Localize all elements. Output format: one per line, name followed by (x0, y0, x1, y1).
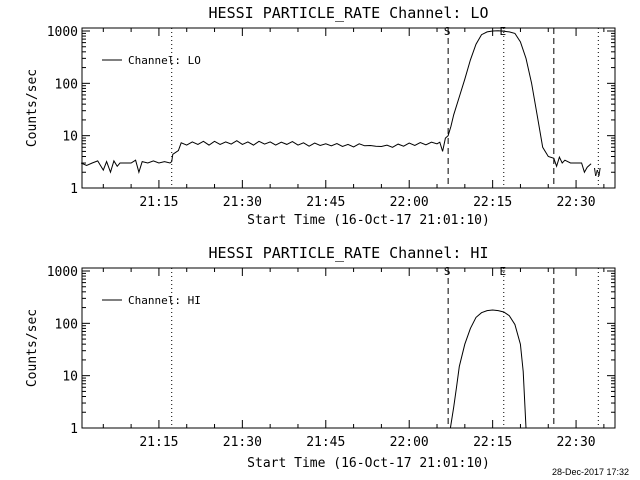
legend-label: Channel: LO (128, 54, 201, 67)
marker-label-e: E (499, 265, 506, 278)
y-tick-label: 10 (62, 130, 78, 145)
x-tick-label: 22:00 (390, 195, 429, 210)
chart-title: HESSI PARTICLE_RATE Channel: LO (209, 4, 489, 22)
x-tick-label: 22:15 (473, 435, 512, 450)
legend-label: Channel: HI (128, 294, 201, 307)
x-axis-label: Start Time (16-Oct-17 21:01:10) (247, 456, 490, 471)
x-tick-label: 21:30 (223, 435, 262, 450)
y-tick-label: 1 (70, 422, 78, 437)
y-tick-label: 1000 (47, 265, 78, 280)
series-line-hi (449, 309, 527, 429)
y-tick-label: 100 (55, 317, 78, 332)
timestamp: 28-Dec-2017 17:32 (552, 467, 630, 477)
x-tick-label: 21:15 (139, 435, 178, 450)
x-tick-label: 21:30 (223, 195, 262, 210)
x-tick-label: 22:15 (473, 195, 512, 210)
series-line-lo (80, 30, 592, 174)
x-axis-label: Start Time (16-Oct-17 21:01:10) (247, 213, 490, 228)
chart-panel-hi: HESSI PARTICLE_RATE Channel: HI 1 10 100 100… (25, 244, 616, 471)
x-tick-label: 22:30 (556, 435, 595, 450)
y-tick-label: 1000 (47, 25, 78, 40)
marker-label-w: W (594, 166, 601, 179)
x-tick-label: 22:30 (556, 195, 595, 210)
chart-panel-lo: HESSI PARTICLE_RATE Channel: LO 1 10 100 100… (25, 4, 616, 228)
y-tick-label: 100 (55, 77, 78, 92)
y-tick-label: 10 (62, 370, 78, 385)
x-tick-label: 21:45 (306, 435, 345, 450)
x-tick-label: 22:00 (390, 435, 429, 450)
plot-frame (81, 267, 616, 429)
marker-label-s: S (444, 25, 451, 38)
marker-label-s: S (444, 265, 451, 278)
x-tick-label: 21:45 (306, 195, 345, 210)
y-tick-label: 1 (70, 182, 78, 197)
plot-frame (81, 27, 616, 189)
x-tick-label: 21:15 (139, 195, 178, 210)
chart-title: HESSI PARTICLE_RATE Channel: HI (209, 244, 489, 262)
y-axis-label: Counts/sec (25, 69, 40, 147)
y-axis-label: Counts/sec (25, 309, 40, 387)
